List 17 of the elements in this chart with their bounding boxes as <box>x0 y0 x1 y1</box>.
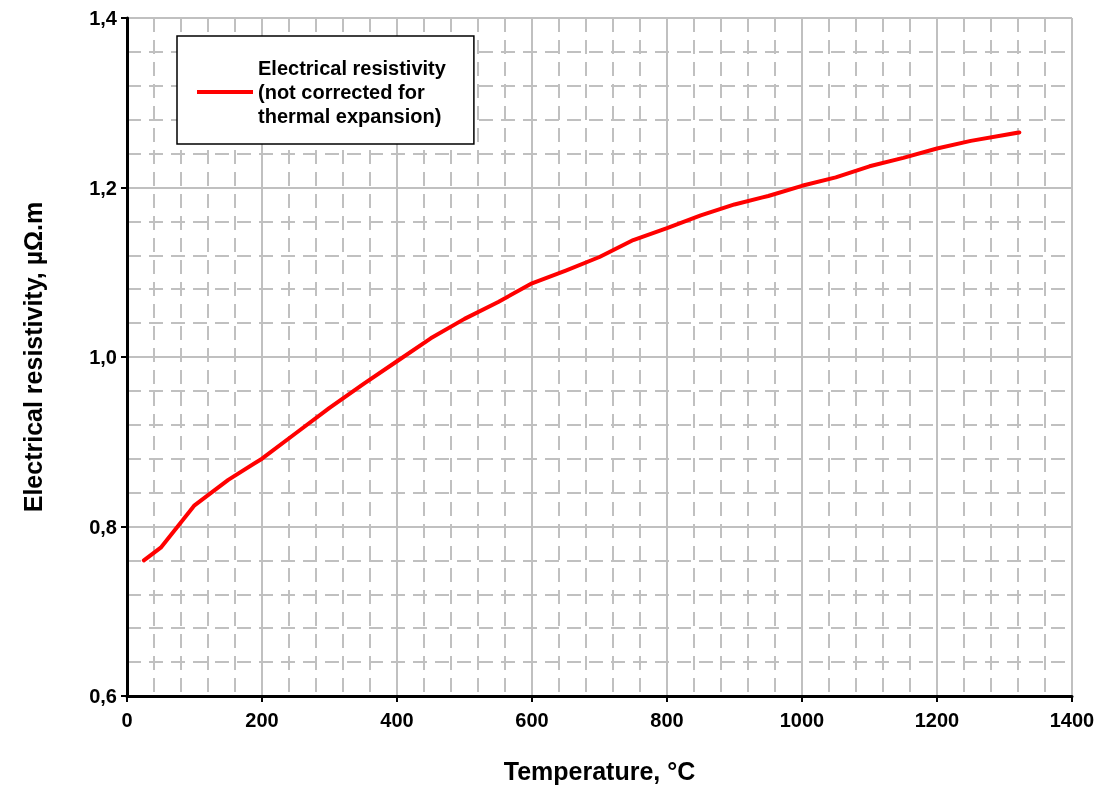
y-tick-label: 1,0 <box>89 346 117 368</box>
x-axis-title: Temperature, °C <box>503 756 696 785</box>
legend-label: Electrical resistivity (not corrected for thermal expansion) <box>258 57 447 127</box>
y-axis-title: Electrical resistivity, µΩ.m <box>18 201 47 513</box>
y-tick-label: 0,8 <box>89 515 117 538</box>
x-tick-label: 1200 <box>914 709 960 731</box>
line-series <box>141 130 1022 563</box>
x-tick-label: 400 <box>380 709 414 731</box>
x-tick-label: 1000 <box>779 709 825 731</box>
y-tick-label: 1,2 <box>89 176 117 199</box>
x-tick-label: 800 <box>650 709 684 731</box>
x-tick-label: 200 <box>245 709 279 731</box>
y-tick-label: 0,6 <box>89 685 117 707</box>
x-tick-label: 0 <box>121 709 133 731</box>
y-tick-label: 1,4 <box>89 7 118 29</box>
x-tick-label: 600 <box>515 709 549 731</box>
x-tick-label: 1400 <box>1049 709 1095 731</box>
